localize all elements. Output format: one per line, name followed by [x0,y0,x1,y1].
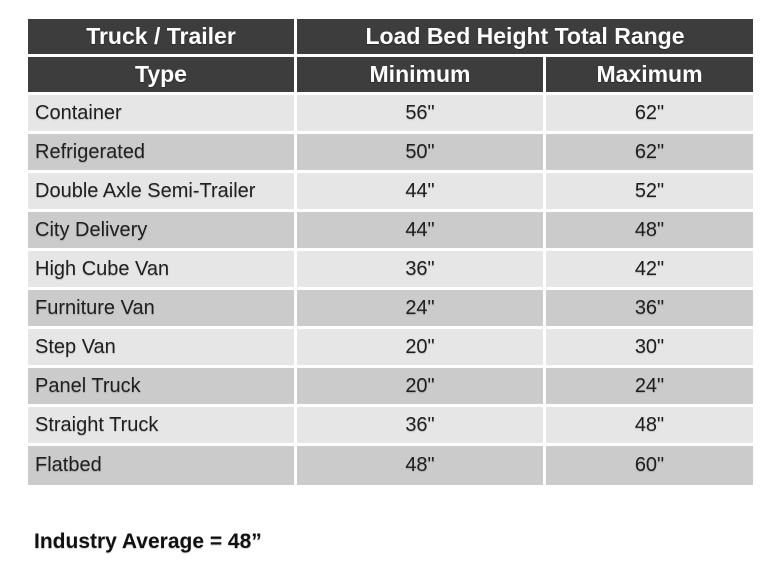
cell-maximum: 48" [546,212,753,251]
cell-minimum: 50" [297,134,546,173]
cell-maximum: 52" [546,173,753,212]
cell-maximum: 30" [546,329,753,368]
cell-maximum: 60" [546,446,753,485]
cell-maximum: 62" [546,134,753,173]
header-row-group: Truck / Trailer Load Bed Height Total Ra… [28,19,753,57]
cell-type: Furniture Van [28,290,297,329]
truck-bed-height-table-container: Truck / Trailer Load Bed Height Total Ra… [28,19,753,485]
cell-type: Panel Truck [28,368,297,407]
table-row: Container 56" 62" [28,95,753,134]
cell-type: Double Axle Semi-Trailer [28,173,297,212]
table-row: High Cube Van 36" 42" [28,251,753,290]
table-row: Flatbed 48" 60" [28,446,753,485]
cell-maximum: 48" [546,407,753,446]
header-minimum: Minimum [297,57,546,95]
cell-type: Step Van [28,329,297,368]
header-load-bed-range: Load Bed Height Total Range [297,19,753,57]
cell-maximum: 42" [546,251,753,290]
cell-minimum: 36" [297,251,546,290]
cell-minimum: 44" [297,212,546,251]
header-type: Type [28,57,297,95]
cell-maximum: 62" [546,95,753,134]
table-row: Refrigerated 50" 62" [28,134,753,173]
header-truck-trailer: Truck / Trailer [28,19,297,57]
cell-minimum: 20" [297,329,546,368]
cell-type: Container [28,95,297,134]
truck-bed-height-table: Truck / Trailer Load Bed Height Total Ra… [28,19,753,485]
cell-minimum: 56" [297,95,546,134]
table-row: Furniture Van 24" 36" [28,290,753,329]
cell-minimum: 20" [297,368,546,407]
table-body: Container 56" 62" Refrigerated 50" 62" D… [28,95,753,485]
table-header: Truck / Trailer Load Bed Height Total Ra… [28,19,753,95]
cell-type: Straight Truck [28,407,297,446]
header-maximum: Maximum [546,57,753,95]
cell-minimum: 36" [297,407,546,446]
cell-type: High Cube Van [28,251,297,290]
table-row: Step Van 20" 30" [28,329,753,368]
cell-maximum: 24" [546,368,753,407]
table-row: City Delivery 44" 48" [28,212,753,251]
table-row: Panel Truck 20" 24" [28,368,753,407]
cell-minimum: 48" [297,446,546,485]
industry-average-note: Industry Average = 48” [34,530,262,553]
cell-minimum: 44" [297,173,546,212]
cell-type: City Delivery [28,212,297,251]
header-row-columns: Type Minimum Maximum [28,57,753,95]
cell-type: Refrigerated [28,134,297,173]
table-row: Straight Truck 36" 48" [28,407,753,446]
cell-minimum: 24" [297,290,546,329]
table-row: Double Axle Semi-Trailer 44" 52" [28,173,753,212]
cell-type: Flatbed [28,446,297,485]
cell-maximum: 36" [546,290,753,329]
